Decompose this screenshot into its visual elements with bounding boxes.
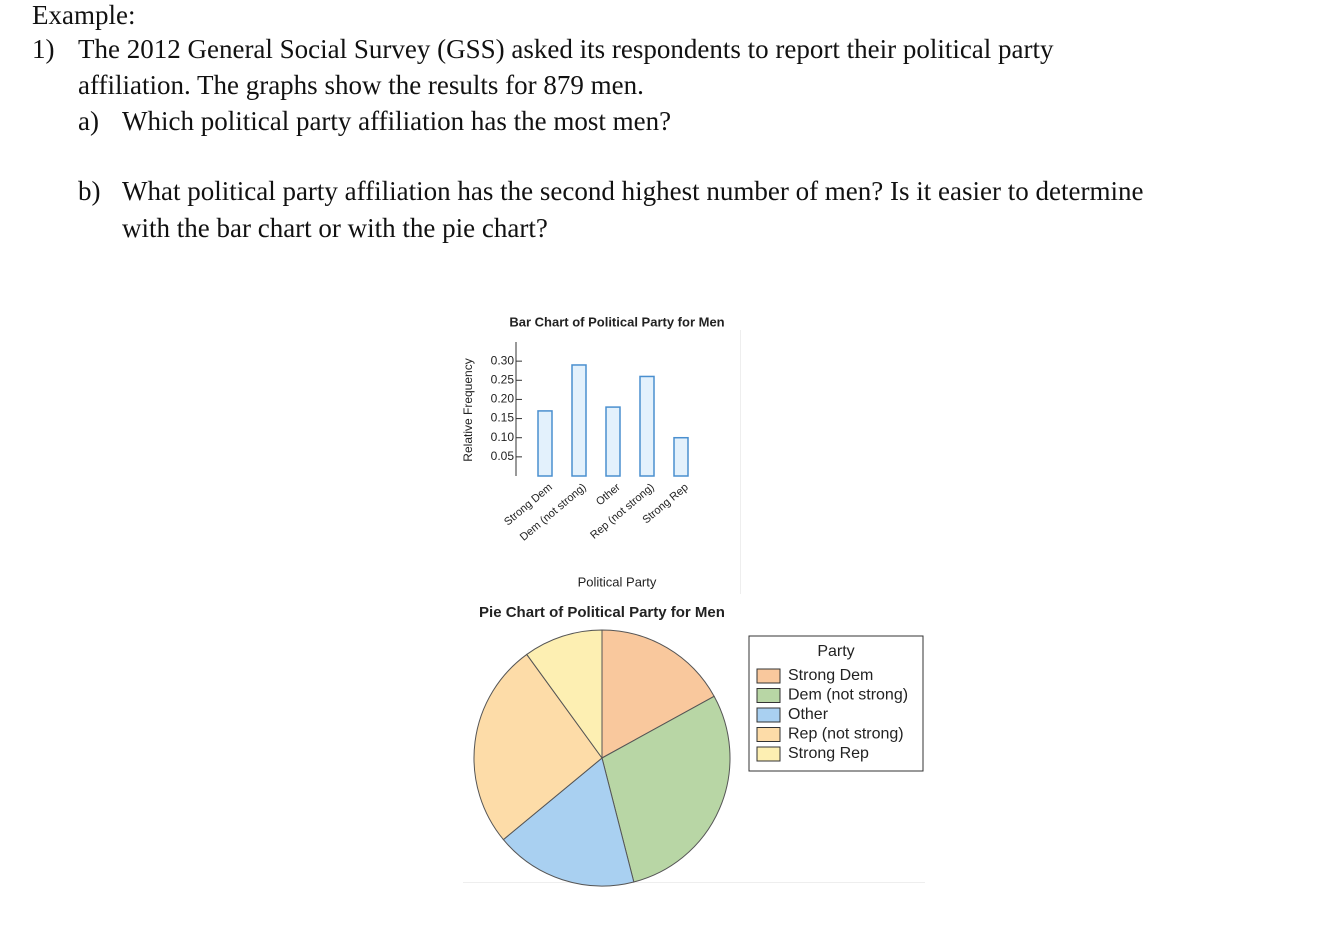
- y-tick-label: 0.30: [491, 353, 515, 367]
- legend-label: Other: [788, 706, 829, 723]
- part-text: Which political party affiliation has th…: [122, 106, 672, 136]
- bar: [605, 406, 621, 477]
- frame-edge: [463, 882, 925, 883]
- pie-slice: [526, 629, 603, 760]
- legend-swatch: [756, 746, 781, 762]
- y-tick-label: 0.05: [491, 449, 515, 463]
- frame-edge: [740, 330, 741, 594]
- question-line: affiliation. The graphs show the results…: [78, 70, 644, 100]
- bar: [537, 410, 553, 477]
- bar: [571, 364, 587, 477]
- pie-slice: [601, 629, 715, 759]
- y-axis-label: Relative Frequency: [461, 358, 475, 461]
- legend-title: Party: [817, 643, 854, 660]
- y-tick-label: 0.15: [491, 411, 515, 425]
- x-axis-label: Political Party: [578, 574, 657, 589]
- legend-box: [748, 635, 924, 772]
- question-line: The 2012 General Social Survey (GSS) ask…: [78, 34, 1054, 64]
- bar: [639, 375, 655, 477]
- question-number: 1): [32, 34, 55, 64]
- pie-title: Pie Chart of Political Party for Men: [479, 604, 725, 621]
- legend-label: Strong Rep: [788, 745, 869, 762]
- y-tick-label: 0.10: [491, 430, 515, 444]
- x-tick-label: Other: [594, 481, 623, 508]
- part-label: b): [78, 176, 101, 206]
- legend-label: Strong Dem: [788, 667, 873, 684]
- part-label: a): [78, 106, 99, 136]
- y-tick-label: 0.20: [491, 392, 515, 406]
- pie-slice: [473, 653, 603, 841]
- legend-label: Rep (not strong): [788, 726, 904, 743]
- heading: Example:: [32, 0, 136, 30]
- part-text: with the bar chart or with the pie chart…: [122, 213, 548, 243]
- legend-label: Dem (not strong): [788, 687, 908, 704]
- pie-slice: [502, 757, 635, 887]
- y-tick-label: 0.25: [491, 372, 515, 386]
- part-text: What political party affiliation has the…: [122, 176, 1144, 206]
- bar-title: Bar Chart of Political Party for Men: [509, 314, 724, 329]
- legend-swatch: [756, 668, 781, 684]
- legend-swatch: [756, 727, 781, 742]
- bar: [673, 436, 689, 477]
- legend-swatch: [756, 688, 781, 703]
- legend-swatch: [756, 707, 781, 723]
- pie-slice: [601, 695, 731, 883]
